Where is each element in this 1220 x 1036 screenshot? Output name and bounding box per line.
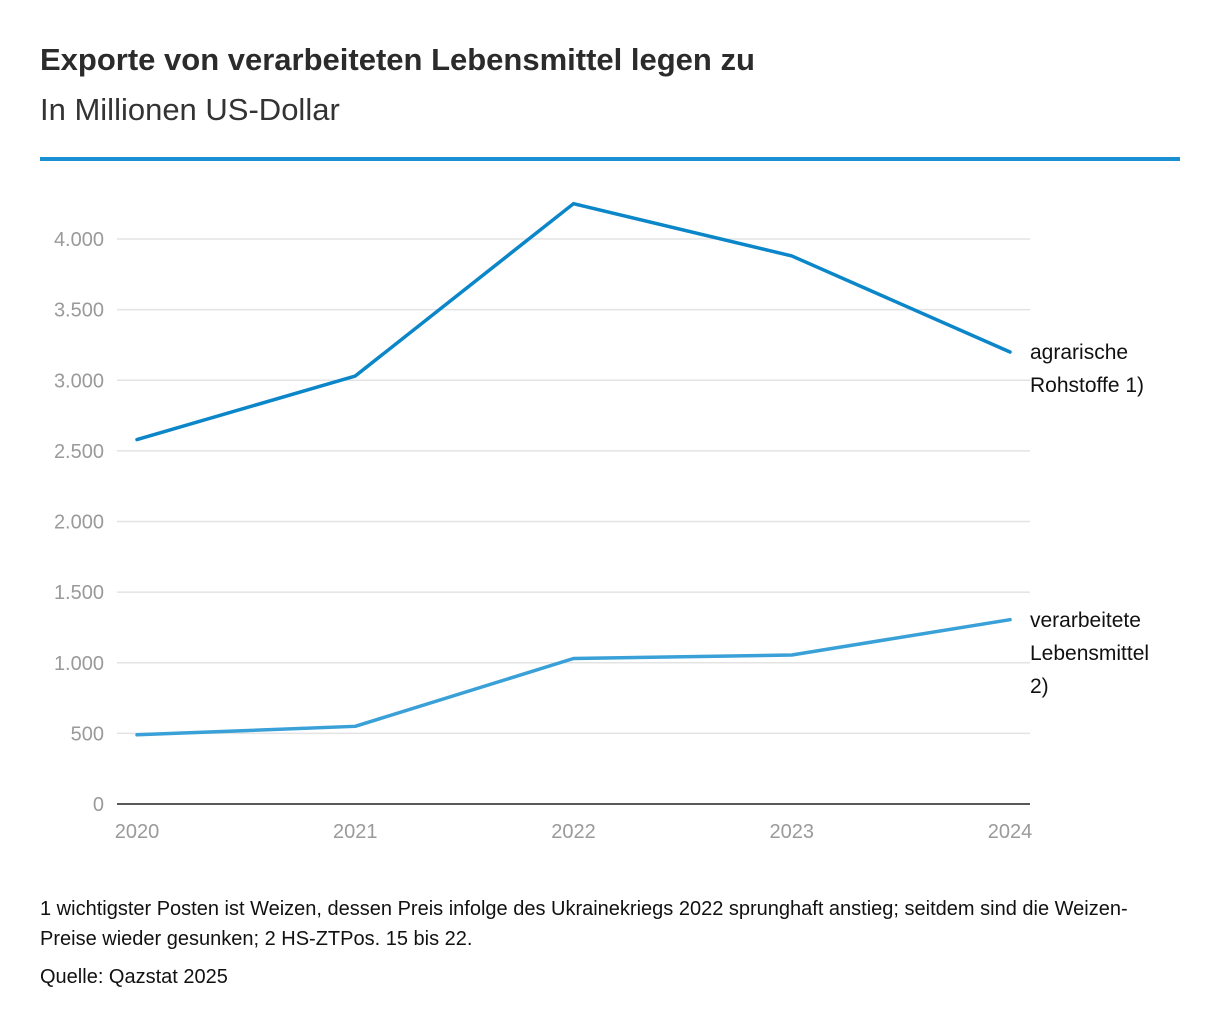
y-tick-label: 3.000: [54, 370, 104, 392]
y-tick-label: 1.500: [54, 582, 104, 604]
y-tick-label: 1.000: [54, 653, 104, 675]
source-note: Quelle: Qazstat 2025: [40, 966, 228, 988]
gridlines: [117, 238, 1030, 805]
y-tick-label: 2.000: [54, 512, 104, 534]
x-tick-label: 2020: [115, 821, 160, 843]
header-divider: [40, 157, 1180, 161]
x-tick-label: 2024: [988, 821, 1033, 843]
y-tick-label: 2.500: [54, 441, 104, 463]
x-tick-label: 2021: [333, 821, 378, 843]
series-lines: [135, 201, 1012, 737]
y-tick-label: 0: [93, 794, 104, 816]
series-label-2: verarbeitete Lebensmittel 2): [1030, 609, 1149, 698]
series-label-1: agrarische Rohstoffe 1): [1030, 341, 1144, 397]
x-axis: 2020 2021 2022 2023 2024: [115, 821, 1033, 843]
y-tick-label: 3.500: [54, 300, 104, 322]
footnote: 1 wichtigster Posten ist Weizen, dessen …: [40, 898, 1128, 950]
x-tick-label: 2022: [551, 821, 596, 843]
series-labels: agrarische Rohstoffe 1) verarbeitete Lebens…: [1030, 341, 1149, 698]
y-tick-label: 4.000: [54, 229, 104, 251]
series-line-2: [135, 617, 1012, 737]
series-line-1: [135, 201, 1012, 442]
y-axis: 0 500 1.000 1.500 2.000 2.500 3.000 3.500 4.000: [54, 229, 104, 816]
x-tick-label: 2023: [770, 821, 815, 843]
chart-subtitle: In Millionen US-Dollar: [40, 92, 340, 127]
y-tick-label: 500: [71, 723, 104, 745]
line-chart: 05001.0001.5002.0002.5003.0003.5004.000 …: [54, 201, 1149, 843]
chart-title: Exporte von verarbeiteten Lebensmittel l…: [40, 42, 755, 77]
